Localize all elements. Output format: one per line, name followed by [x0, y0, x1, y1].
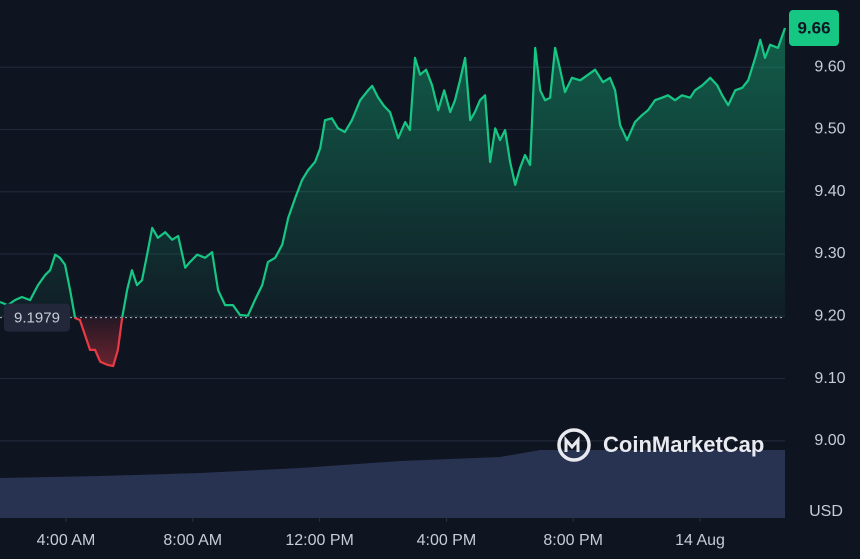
axes: 9.00 9.10 9.20 9.30 9.40 9.50 9.60 4:00 AM 8:00 …	[37, 10, 846, 549]
currency-label: USD	[809, 503, 843, 520]
x-tick-label: 8:00 PM	[543, 532, 603, 549]
x-tick-label: 14 Aug	[675, 532, 725, 549]
y-tick-label: 9.30	[814, 245, 845, 262]
y-tick-label: 9.00	[814, 432, 845, 449]
y-tick-label: 9.10	[814, 370, 845, 387]
y-tick-label: 9.20	[814, 307, 845, 324]
x-tick-label: 4:00 AM	[37, 532, 96, 549]
y-tick-label: 9.40	[814, 183, 845, 200]
price-line	[0, 27, 787, 368]
x-tick-label: 8:00 AM	[163, 532, 222, 549]
plot: 9.1979	[0, 27, 787, 368]
y-tick-label: 9.60	[814, 58, 845, 75]
x-tick-label: 4:00 PM	[417, 532, 477, 549]
price-badge: 9.66	[797, 19, 830, 38]
reference-label: 9.1979	[14, 310, 60, 327]
watermark: CoinMarketCap	[557, 428, 764, 462]
price-badge-box	[789, 10, 839, 47]
price-area	[0, 28, 785, 367]
logo	[557, 428, 591, 462]
logo-mark	[564, 435, 580, 452]
volume-band	[0, 450, 785, 518]
watermark-text: CoinMarketCap	[603, 432, 764, 457]
x-tick-label: 12:00 PM	[285, 532, 353, 549]
y-tick-label: 9.50	[814, 121, 845, 138]
reference-label-box	[4, 303, 70, 332]
